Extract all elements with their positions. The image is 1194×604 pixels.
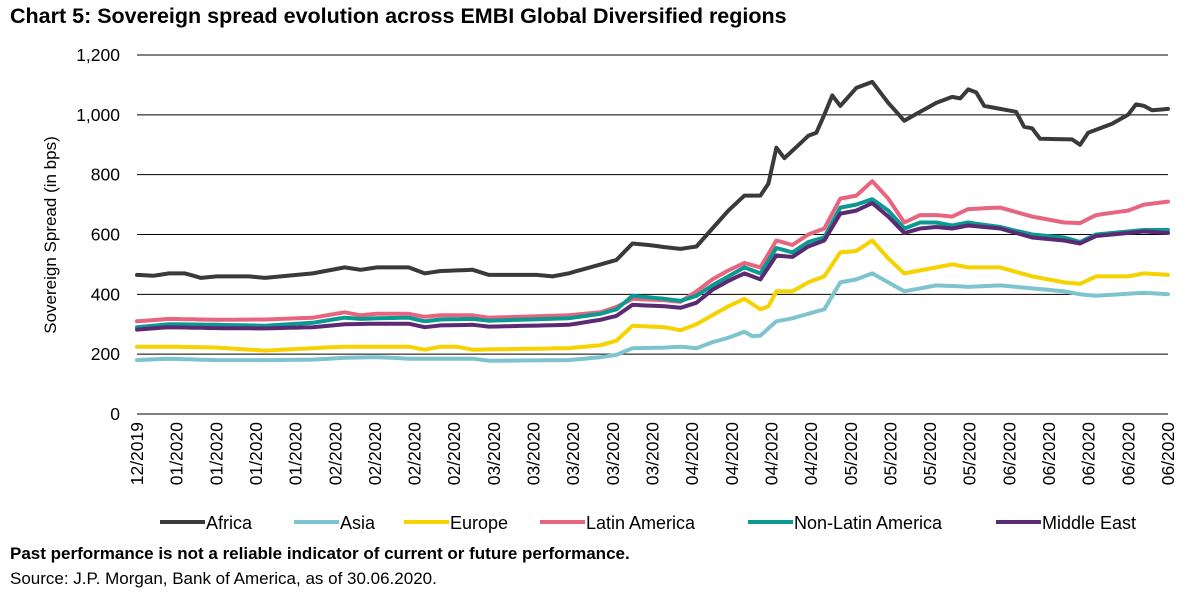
x-tick-label: 02/2020 — [405, 422, 425, 486]
series-line-africa — [135, 79, 1170, 280]
x-tick-label: 06/2020 — [1079, 422, 1099, 486]
y-tick-label: 0 — [110, 404, 120, 424]
legend-label: Asia — [340, 513, 376, 533]
x-axis-tick-labels: 12/2019 01/2020 01/2020 01/2020 01/2020 02/20… — [127, 422, 1178, 486]
series-line-latin-america — [135, 179, 1170, 324]
x-tick-label: 01/2020 — [286, 422, 306, 486]
legend-label: Middle East — [1042, 513, 1136, 533]
x-tick-label: 04/2020 — [682, 422, 702, 486]
x-tick-label: 01/2020 — [246, 422, 266, 486]
x-tick-label: 02/2020 — [325, 422, 345, 486]
series-line-middle-east — [135, 201, 1170, 332]
x-tick-label: 06/2020 — [1158, 422, 1178, 486]
x-tick-label: 02/2020 — [444, 422, 464, 486]
y-tick-label: 600 — [91, 225, 120, 245]
x-tick-label: 12/2019 — [127, 422, 147, 485]
legend-label: Non-Latin America — [794, 513, 943, 533]
y-axis-title: Sovereign Spread (in bps) — [41, 136, 60, 334]
x-tick-label: 04/2020 — [801, 422, 821, 486]
x-tick-label: 03/2020 — [484, 422, 504, 486]
y-tick-label: 800 — [91, 165, 120, 185]
line-chart: 0 200 400 600 800 1,000 1,200 Sovereign Spread… — [41, 45, 1178, 533]
y-tick-label: 1,000 — [76, 105, 120, 125]
y-tick-label: 400 — [91, 284, 120, 304]
x-tick-label: 06/2020 — [1118, 422, 1138, 486]
gridlines — [137, 54, 1168, 415]
x-tick-label: 03/2020 — [524, 422, 544, 486]
source-note: Source: J.P. Morgan, Bank of America, as… — [10, 569, 437, 588]
series-line-non-latin-america — [135, 197, 1170, 330]
y-axis-tick-labels: 0 200 400 600 800 1,000 1,200 — [76, 45, 120, 424]
series-line-europe — [135, 238, 1170, 353]
series-lines — [135, 79, 1170, 363]
legend: Africa Asia Europe Latin America Non-Latin A… — [160, 513, 1136, 533]
y-tick-label: 1,200 — [76, 45, 120, 65]
x-tick-label: 02/2020 — [365, 422, 385, 486]
x-tick-label: 01/2020 — [206, 422, 226, 486]
x-tick-label: 05/2020 — [920, 422, 940, 486]
legend-label: Africa — [206, 513, 253, 533]
legend-label: Europe — [450, 513, 508, 533]
y-tick-label: 200 — [91, 344, 120, 364]
x-tick-label: 05/2020 — [841, 422, 861, 486]
x-tick-label: 05/2020 — [960, 422, 980, 486]
x-tick-label: 06/2020 — [999, 422, 1019, 486]
chart-title: Chart 5: Sovereign spread evolution acro… — [10, 4, 787, 28]
x-tick-label: 03/2020 — [563, 422, 583, 486]
x-tick-label: 05/2020 — [880, 422, 900, 486]
x-tick-label: 04/2020 — [722, 422, 742, 486]
performance-disclaimer: Past performance is not a reliable indic… — [10, 544, 630, 563]
x-tick-label: 04/2020 — [761, 422, 781, 486]
x-tick-label: 06/2020 — [1039, 422, 1059, 486]
x-tick-label: 03/2020 — [643, 422, 663, 486]
x-tick-label: 01/2020 — [167, 422, 187, 486]
series-line-asia — [135, 271, 1170, 363]
legend-label: Latin America — [586, 513, 696, 533]
x-tick-label: 03/2020 — [603, 422, 623, 486]
